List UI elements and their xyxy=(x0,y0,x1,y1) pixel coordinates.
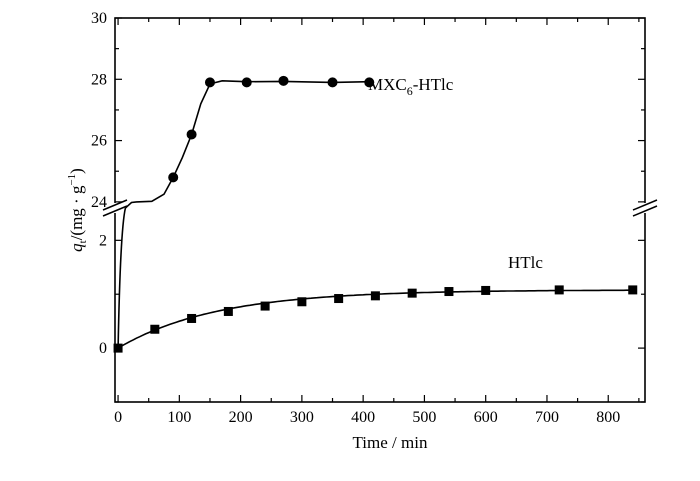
axis-break-right xyxy=(632,199,658,217)
series-label-htlc: HTlc xyxy=(508,253,543,272)
mxc6-htlc-fit-line-lower xyxy=(117,207,127,349)
htlc-point xyxy=(481,285,491,295)
htlc-point xyxy=(260,301,270,311)
htlc-point xyxy=(187,313,197,323)
mxc6-htlc-point xyxy=(364,77,375,88)
x-tick-label: 500 xyxy=(412,409,436,426)
mxc6-htlc-point xyxy=(241,77,252,88)
axis-break-left xyxy=(102,199,128,217)
y-tick-label: 24 xyxy=(91,194,107,211)
htlc-point xyxy=(407,288,417,298)
x-tick-label: 100 xyxy=(167,409,191,426)
x-tick-label: 200 xyxy=(229,409,253,426)
x-tick-label: 800 xyxy=(596,409,620,426)
x-tick-label: 600 xyxy=(474,409,498,426)
x-tick-label: 700 xyxy=(535,409,559,426)
x-axis-title: Time / min xyxy=(353,433,428,452)
fit-curves xyxy=(117,79,633,349)
x-tick-label: 400 xyxy=(351,409,375,426)
series-label-mxc6-htlc: MXC6-HTlc xyxy=(368,75,454,98)
mxc6-htlc-point xyxy=(168,172,179,183)
mxc6-htlc-point xyxy=(204,77,215,88)
axis-ticks xyxy=(115,17,645,403)
y-tick-label: 26 xyxy=(91,133,107,150)
y-axis-title: qt/(mg · g−1) xyxy=(66,168,89,252)
mxc6-htlc-point xyxy=(186,129,197,140)
htlc-point xyxy=(223,306,233,316)
x-tick-label: 0 xyxy=(114,409,122,426)
y-tick-label: 2 xyxy=(99,232,107,249)
htlc-point xyxy=(628,285,638,295)
mxc6-htlc-point xyxy=(278,75,289,86)
mxc6-htlc-point xyxy=(327,77,338,88)
x-tick-label: 300 xyxy=(290,409,314,426)
htlc-point xyxy=(554,285,564,295)
mxc6-htlc-fit-line-upper xyxy=(124,79,370,209)
y-tick-label: 30 xyxy=(91,10,107,27)
htlc-point xyxy=(370,291,380,301)
y-tick-label: 0 xyxy=(99,340,107,357)
data-points xyxy=(113,75,638,353)
htlc-point xyxy=(150,324,160,334)
htlc-point xyxy=(113,343,123,353)
y-tick-label: 28 xyxy=(91,71,107,88)
htlc-point xyxy=(444,287,454,297)
htlc-point xyxy=(297,297,307,307)
htlc-point xyxy=(334,294,344,304)
